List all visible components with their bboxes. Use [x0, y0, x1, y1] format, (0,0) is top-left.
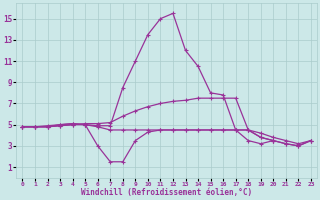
X-axis label: Windchill (Refroidissement éolien,°C): Windchill (Refroidissement éolien,°C): [81, 188, 252, 197]
